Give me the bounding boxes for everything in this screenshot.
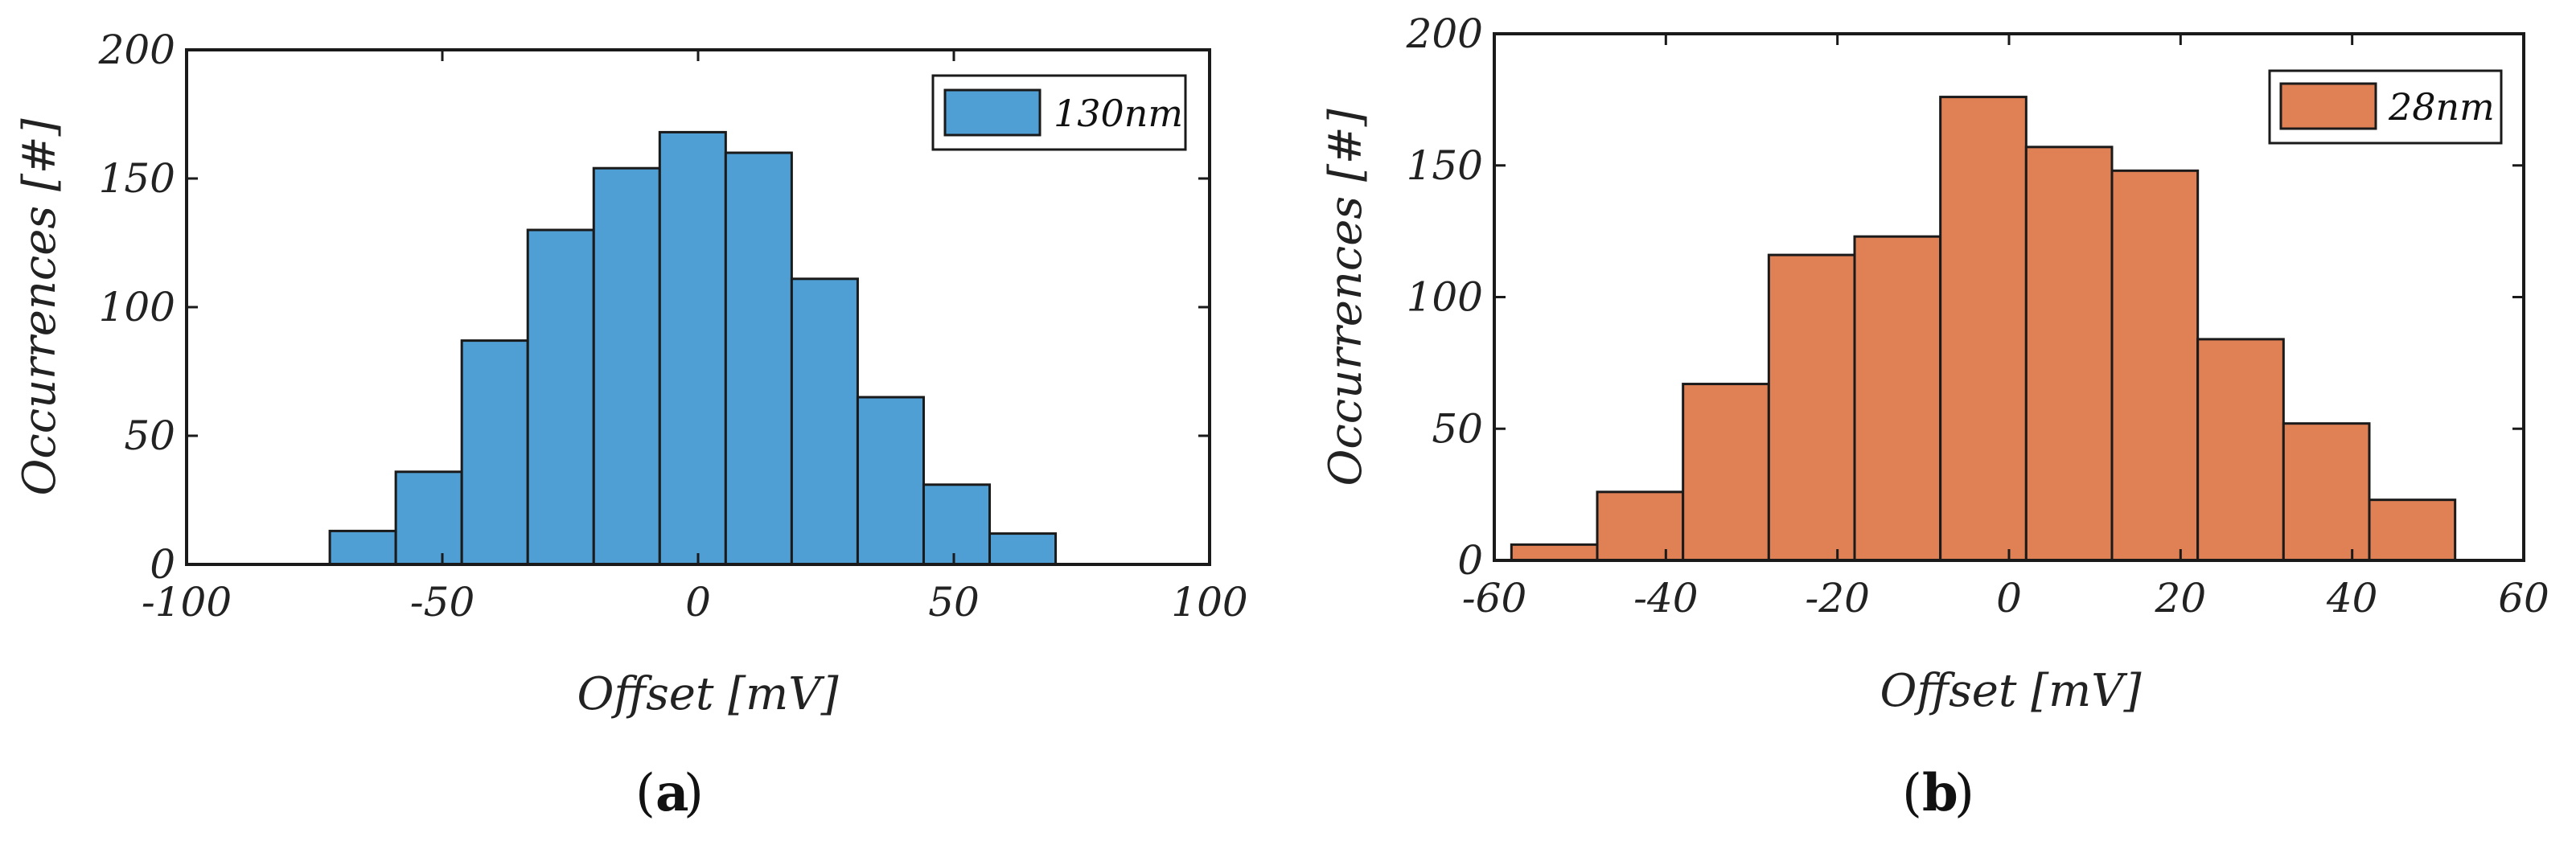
panel-a-x-tick-label: -50 xyxy=(410,579,475,626)
panel-b-x-tick-label: -60 xyxy=(1462,575,1527,622)
panel-b-y-tick-label: 100 xyxy=(1407,274,1483,321)
panel-a-bar xyxy=(460,339,529,566)
panel-b-y-tick-label: 200 xyxy=(1406,10,1483,57)
panel-b-bar xyxy=(2196,338,2285,562)
panel-b-bar xyxy=(2024,146,2114,562)
panel-b-legend-swatch xyxy=(2279,82,2377,130)
panel-a-bar xyxy=(592,166,661,566)
panel-a-y-ticks: 0 50 100 150 200 xyxy=(98,27,1210,588)
panel-b-y-ticks: 0 50 100 150 200 xyxy=(1406,10,2524,584)
panel-b-bar xyxy=(1939,96,2028,562)
panel-b-bar xyxy=(2282,422,2371,562)
panel-a-bar xyxy=(394,470,463,566)
panel-a-bar xyxy=(724,151,793,566)
panel-a-x-tick-label: 100 xyxy=(1171,579,1247,626)
panel-a-y-axis-label: Occurrences [#] xyxy=(14,118,66,495)
panel-b-caption-letter: b xyxy=(1922,763,1958,823)
panel-a-bar xyxy=(328,529,397,566)
panel-a-y-tick-label: 0 xyxy=(150,541,175,588)
panel-a-x-tick-label: 0 xyxy=(685,579,711,626)
panel-a-axes-box xyxy=(185,48,1211,566)
panel-a-y-tick-label: 200 xyxy=(98,27,175,73)
panel-b-x-tick-label: -20 xyxy=(1805,575,1870,622)
panel-a-legend: 130nm xyxy=(931,74,1187,151)
panel-b-caption-open-paren: ( xyxy=(1902,764,1922,823)
panel-b-bar xyxy=(2368,498,2457,562)
panel-b-x-ticks: -60 -40 -20 0 20 40 60 xyxy=(1462,34,2549,622)
panel-b-y-tick-label: 0 xyxy=(1457,537,1483,584)
panel-b-axes-box xyxy=(1493,32,2525,562)
panel-b-bars xyxy=(1510,96,2457,562)
panel-b-bar xyxy=(1767,253,1856,562)
panel-a-bar xyxy=(922,483,992,566)
panel-a: -100 -50 0 50 100 0 50 100 150 200 130nm Offset … xyxy=(14,27,1248,823)
panel-a-bar xyxy=(790,277,859,566)
panel-b-bar xyxy=(1853,235,1942,562)
panel-a-y-tick-label: 50 xyxy=(124,412,175,459)
panel-b-y-tick-label: 150 xyxy=(1407,142,1483,189)
panel-b-x-tick-label: 20 xyxy=(2155,575,2207,622)
panel-b-x-tick-label: 0 xyxy=(1996,575,2022,622)
panel-a-legend-label: 130nm xyxy=(1054,92,1183,135)
panel-b-caption-close-paren: ) xyxy=(1954,764,1974,823)
panel-b-legend-label: 28nm xyxy=(2388,85,2495,129)
panel-b-y-axis-label: Occurrences [#] xyxy=(1320,109,1372,486)
panel-a-x-axis-label: Offset [mV] xyxy=(577,668,838,720)
panel-a-caption-close-paren: ) xyxy=(684,764,704,823)
panel-b-bar xyxy=(1682,383,1770,562)
panel-a-x-tick-label: -100 xyxy=(142,579,232,626)
panel-b-caption: ( b ) xyxy=(1902,763,1974,823)
panel-b-x-tick-label: 40 xyxy=(2326,575,2378,622)
panel-a-y-tick-label: 100 xyxy=(99,284,175,330)
panel-a-y-tick-label: 150 xyxy=(99,155,175,202)
panel-b: -60 -40 -20 0 20 40 60 0 50 100 150 200 28nm Offse… xyxy=(1320,10,2549,823)
panel-a-x-ticks: -100 -50 0 50 100 xyxy=(142,50,1248,626)
panel-b-x-tick-label: 60 xyxy=(2498,575,2549,622)
panel-b-bar xyxy=(2110,169,2200,562)
panel-a-caption-letter: a xyxy=(655,763,688,823)
panel-b-bar xyxy=(1596,490,1685,562)
panel-a-caption-open-paren: ( xyxy=(635,764,655,823)
panel-b-y-tick-label: 50 xyxy=(1432,405,1483,452)
panel-b-x-axis-label: Offset [mV] xyxy=(1880,665,2141,717)
panel-b-bar xyxy=(1510,543,1599,562)
panel-a-bar xyxy=(658,130,727,566)
panel-a-bars xyxy=(328,130,1058,566)
panel-b-legend: 28nm xyxy=(2268,69,2503,145)
panel-a-caption: ( a ) xyxy=(635,763,704,823)
panel-a-x-tick-label: 50 xyxy=(928,579,980,626)
panel-a-bar xyxy=(856,396,925,566)
panel-a-bar xyxy=(526,228,595,566)
panel-a-bar xyxy=(988,532,1058,566)
panel-a-legend-swatch xyxy=(943,88,1041,137)
panel-b-x-tick-label: -40 xyxy=(1633,575,1699,622)
